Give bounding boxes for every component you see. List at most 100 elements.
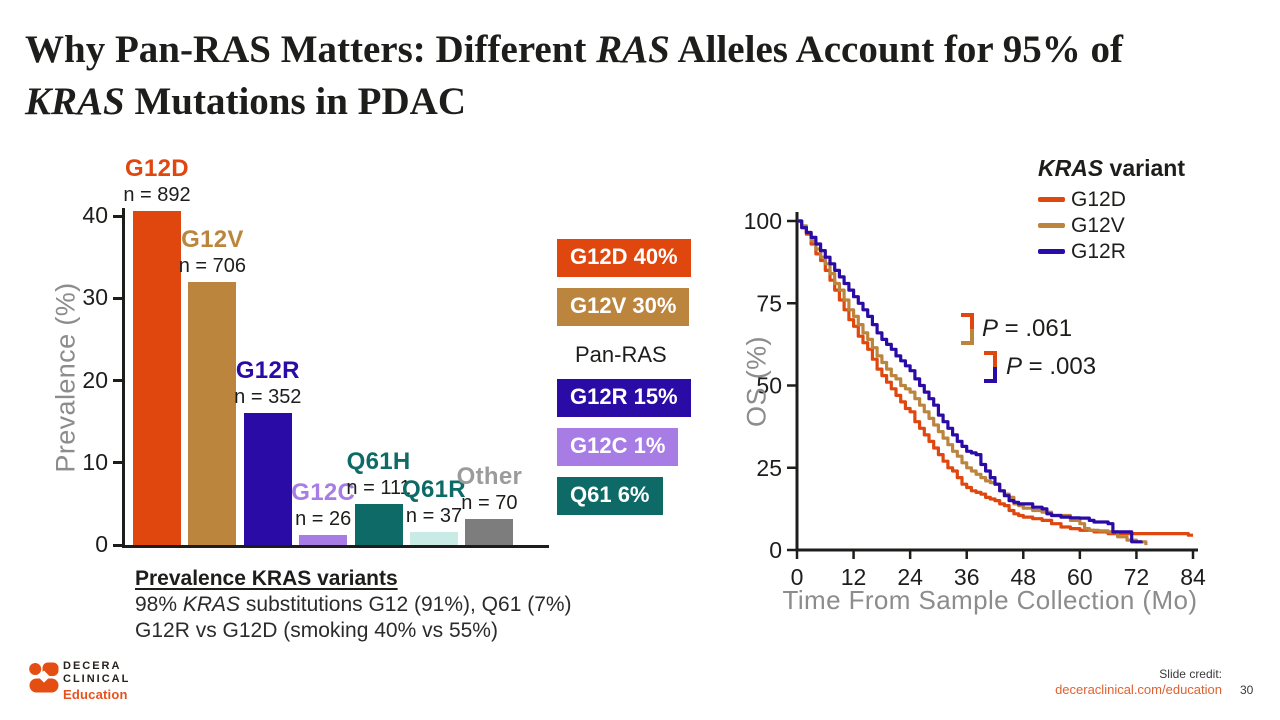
bar-y-tick-30: 30 <box>82 284 108 311</box>
bar-q61h <box>354 503 403 545</box>
legend-item-g12d-40-: G12D 40% <box>557 239 691 277</box>
km-x-tick-label-48: 48 <box>1010 564 1036 590</box>
km-legend-line-swatch <box>1038 197 1065 202</box>
km-survival-chart: 0 25 50 75 100 0 12 24 36 48 60 72 84 <box>744 208 1206 590</box>
bar-n-label: n = 26 <box>295 508 352 531</box>
km-x-tick-label-0: 0 <box>791 564 804 590</box>
bar-labels-g12d: G12D n = 892 <box>123 155 190 207</box>
km-y-tick-label-100: 100 <box>744 208 782 234</box>
bar-y-tick-10: 10 <box>82 448 108 475</box>
bar-y-tick-mark <box>113 379 123 382</box>
brand-line-2: CLINICAL <box>63 673 131 685</box>
p-value-text-2: P = .003 <box>1006 353 1097 380</box>
km-x-tick-label-24: 24 <box>897 564 923 590</box>
bar-n-label: n = 352 <box>234 386 302 409</box>
km-legend-line-swatch <box>1038 249 1065 254</box>
km-legend-label: G12D <box>1071 187 1126 211</box>
bracket-bottom-half <box>984 367 997 383</box>
credit-link[interactable]: deceraclinical.com/education <box>1055 682 1222 697</box>
page-number: 30 <box>1240 683 1254 697</box>
bar-y-tick-mark <box>113 296 123 300</box>
km-y-tick-label-50: 50 <box>756 373 782 399</box>
km-legend-entry-g12d: G12D <box>1038 187 1185 212</box>
slide-title: Why Pan-RAS Matters: Different RAS Allel… <box>25 24 1255 128</box>
brand-text: DECERA CLINICAL Education <box>63 660 130 701</box>
bar-chart-plot-area: G12D n = 892 G12V n = 706 G12R n = 352 G12C n =… <box>122 155 549 548</box>
bar-n-label: n = 892 <box>123 184 191 207</box>
bar-n-label: n = 111 <box>346 476 411 499</box>
bar-y-tick-mark <box>113 543 123 547</box>
footnote-line-3: G12R vs G12D (smoking 40% vs 55%) <box>135 619 498 642</box>
bar-variant-label: Q61R <box>402 475 466 503</box>
bar-labels-g12v: G12V n = 706 <box>179 226 246 278</box>
comparison-bracket-2 <box>984 351 997 383</box>
km-x-tick-label-84: 84 <box>1180 564 1206 590</box>
p-value-text-1: P = .061 <box>982 315 1073 342</box>
bracket-top-half <box>984 351 997 367</box>
km-x-tick-label-12: 12 <box>841 564 867 590</box>
bar-y-tick-mark <box>113 461 123 465</box>
bar-variant-label: G12C <box>291 479 356 507</box>
bar-labels-g12r: G12R n = 352 <box>234 357 301 409</box>
km-legend: KRAS variant G12D G12V G12R <box>1038 155 1185 265</box>
bar-variant-label: G12D <box>125 155 189 183</box>
bar-n-label: n = 70 <box>461 491 518 514</box>
bar-labels-q61h: Q61H n = 111 <box>346 448 410 500</box>
legend-item-pan-ras: Pan-RAS <box>575 342 667 367</box>
bar-labels-g12c: G12C n = 26 <box>291 479 355 531</box>
km-y-tick-label-25: 25 <box>756 455 782 481</box>
km-y-tick-label-0: 0 <box>769 537 782 563</box>
km-curve-g12v <box>797 219 1148 546</box>
comparison-bracket-1 <box>961 313 974 345</box>
bar-other <box>465 518 514 545</box>
legend-item-g12r-15-: G12R 15% <box>557 379 691 417</box>
bar-labels-other: Other n = 70 <box>457 463 523 515</box>
bar-y-tick-20: 20 <box>82 366 108 393</box>
bracket-bottom-half <box>961 329 974 345</box>
km-legend-rows: G12D G12V G12R <box>1038 187 1185 264</box>
bar-variant-label: G12R <box>235 357 300 385</box>
variant-percentage-legend: G12D 40% G12V 30% Pan-RAS G12R 15% G12C 1% Q6… <box>557 239 691 526</box>
bar-g12v <box>188 281 237 545</box>
bar-g12r <box>243 413 292 545</box>
legend-item-q61-6-: Q61 6% <box>557 477 663 515</box>
bar-variant-label: Other <box>456 462 523 490</box>
bar-n-label: n = 706 <box>178 254 247 277</box>
km-y-tick-label-75: 75 <box>756 290 782 316</box>
bar-labels-q61r: Q61R n = 37 <box>402 476 466 528</box>
legend-item-g12c-1-: G12C 1% <box>557 428 679 466</box>
km-legend-entry-g12v: G12V <box>1038 213 1185 238</box>
km-x-axis-title: Time From Sample Collection (Mo) <box>782 585 1198 615</box>
slide-credit: Slide credit: deceraclinical.com/educati… <box>1000 666 1222 698</box>
bar-q61r <box>410 531 458 545</box>
brand-line-1: DECERA <box>63 660 122 672</box>
bar-g12d <box>133 211 181 545</box>
bar-variant-label: G12V <box>181 225 244 253</box>
km-x-tick-label-60: 60 <box>1067 564 1093 590</box>
km-x-tick-label-72: 72 <box>1124 564 1150 590</box>
km-legend-label: G12V <box>1071 213 1125 237</box>
bar-g12c <box>299 535 348 545</box>
km-curve-g12d <box>797 219 1193 537</box>
bar-n-label: n = 37 <box>405 504 463 527</box>
km-y-axis-title: OS (%) <box>741 336 772 427</box>
km-legend-entry-g12r: G12R <box>1038 239 1185 264</box>
brand-line-3: Education <box>63 687 128 702</box>
footnote-heading: Prevalence KRAS variants <box>135 567 398 590</box>
km-legend-label: G12R <box>1071 239 1126 263</box>
bar-variant-label: Q61H <box>346 447 411 475</box>
slide-title-line-1: Why Pan-RAS Matters: Different RAS Allel… <box>25 28 1124 71</box>
km-legend-line-swatch <box>1038 223 1065 228</box>
slide-title-line-2: KRAS Mutations in PDAC <box>25 80 467 123</box>
km-x-tick-label-36: 36 <box>954 564 980 590</box>
credit-label: Slide credit: <box>1159 667 1222 681</box>
bar-y-tick-40: 40 <box>82 202 108 228</box>
bar-chart-footnote: Prevalence KRAS variants 98% KRAS substi… <box>135 566 572 644</box>
decera-logo-icon <box>29 662 59 693</box>
legend-item-g12v-30-: G12V 30% <box>557 288 690 326</box>
bar-y-tick-mark <box>113 214 123 218</box>
footnote-line-2: 98% KRAS substitutions G12 (91%), Q61 (7… <box>135 593 572 616</box>
bar-y-tick-0: 0 <box>95 531 108 557</box>
km-legend-title: KRAS variant <box>1038 155 1185 181</box>
